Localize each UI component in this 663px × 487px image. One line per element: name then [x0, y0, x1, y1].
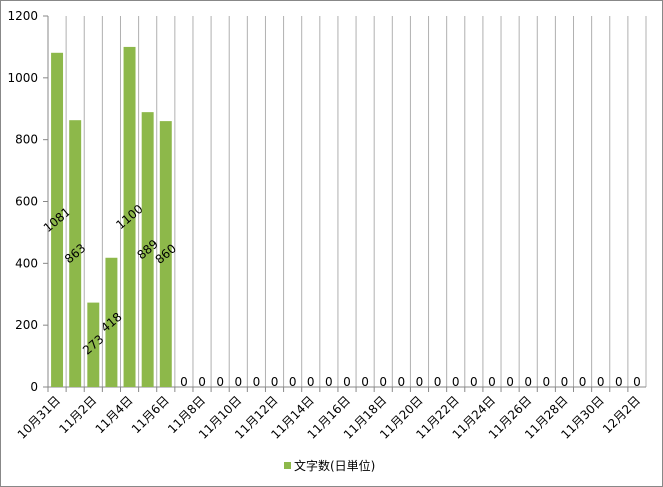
data-label: 0 [198, 375, 206, 389]
data-label: 0 [470, 375, 478, 389]
data-label: 0 [307, 375, 315, 389]
data-label: 0 [361, 375, 369, 389]
y-tick-label: 200 [15, 318, 38, 332]
bar [87, 302, 100, 387]
y-tick-label: 800 [15, 133, 38, 147]
data-label: 0 [633, 375, 641, 389]
bar [105, 257, 118, 387]
legend-swatch [284, 462, 291, 469]
data-label: 0 [325, 375, 333, 389]
x-tick-label: 11月2日 [56, 393, 99, 436]
y-tick-label: 400 [15, 256, 38, 270]
data-label: 0 [416, 375, 424, 389]
data-label: 0 [271, 375, 279, 389]
legend-label: 文字数(日単位) [294, 458, 375, 473]
bar [141, 112, 154, 388]
x-tick-label: 12月2日 [600, 393, 643, 436]
x-tick-label: 10月31日 [15, 393, 63, 441]
data-label: 0 [398, 375, 406, 389]
data-label: 0 [289, 375, 297, 389]
y-tick-label: 0 [30, 380, 38, 394]
x-tick-label: 11月4日 [93, 393, 136, 436]
data-label: 0 [216, 375, 224, 389]
data-label: 0 [579, 375, 587, 389]
bar [159, 121, 172, 387]
y-tick-label: 1200 [7, 9, 38, 23]
bar [123, 46, 136, 388]
data-label: 0 [180, 375, 188, 389]
data-label: 0 [343, 375, 351, 389]
data-label: 0 [615, 375, 623, 389]
data-label: 0 [452, 375, 460, 389]
y-tick-label: 600 [15, 195, 38, 209]
data-label: 0 [379, 375, 387, 389]
y-tick-label: 1000 [7, 71, 38, 85]
data-label: 0 [488, 375, 496, 389]
data-label: 0 [561, 375, 569, 389]
data-label: 0 [434, 375, 442, 389]
data-label: 0 [597, 375, 605, 389]
data-label: 0 [543, 375, 551, 389]
data-label: 0 [524, 375, 532, 389]
data-label: 0 [506, 375, 514, 389]
bar [69, 120, 82, 388]
bar [51, 52, 64, 387]
data-label: 0 [253, 375, 261, 389]
data-label: 0 [234, 375, 242, 389]
x-tick-label: 11月6日 [129, 393, 172, 436]
